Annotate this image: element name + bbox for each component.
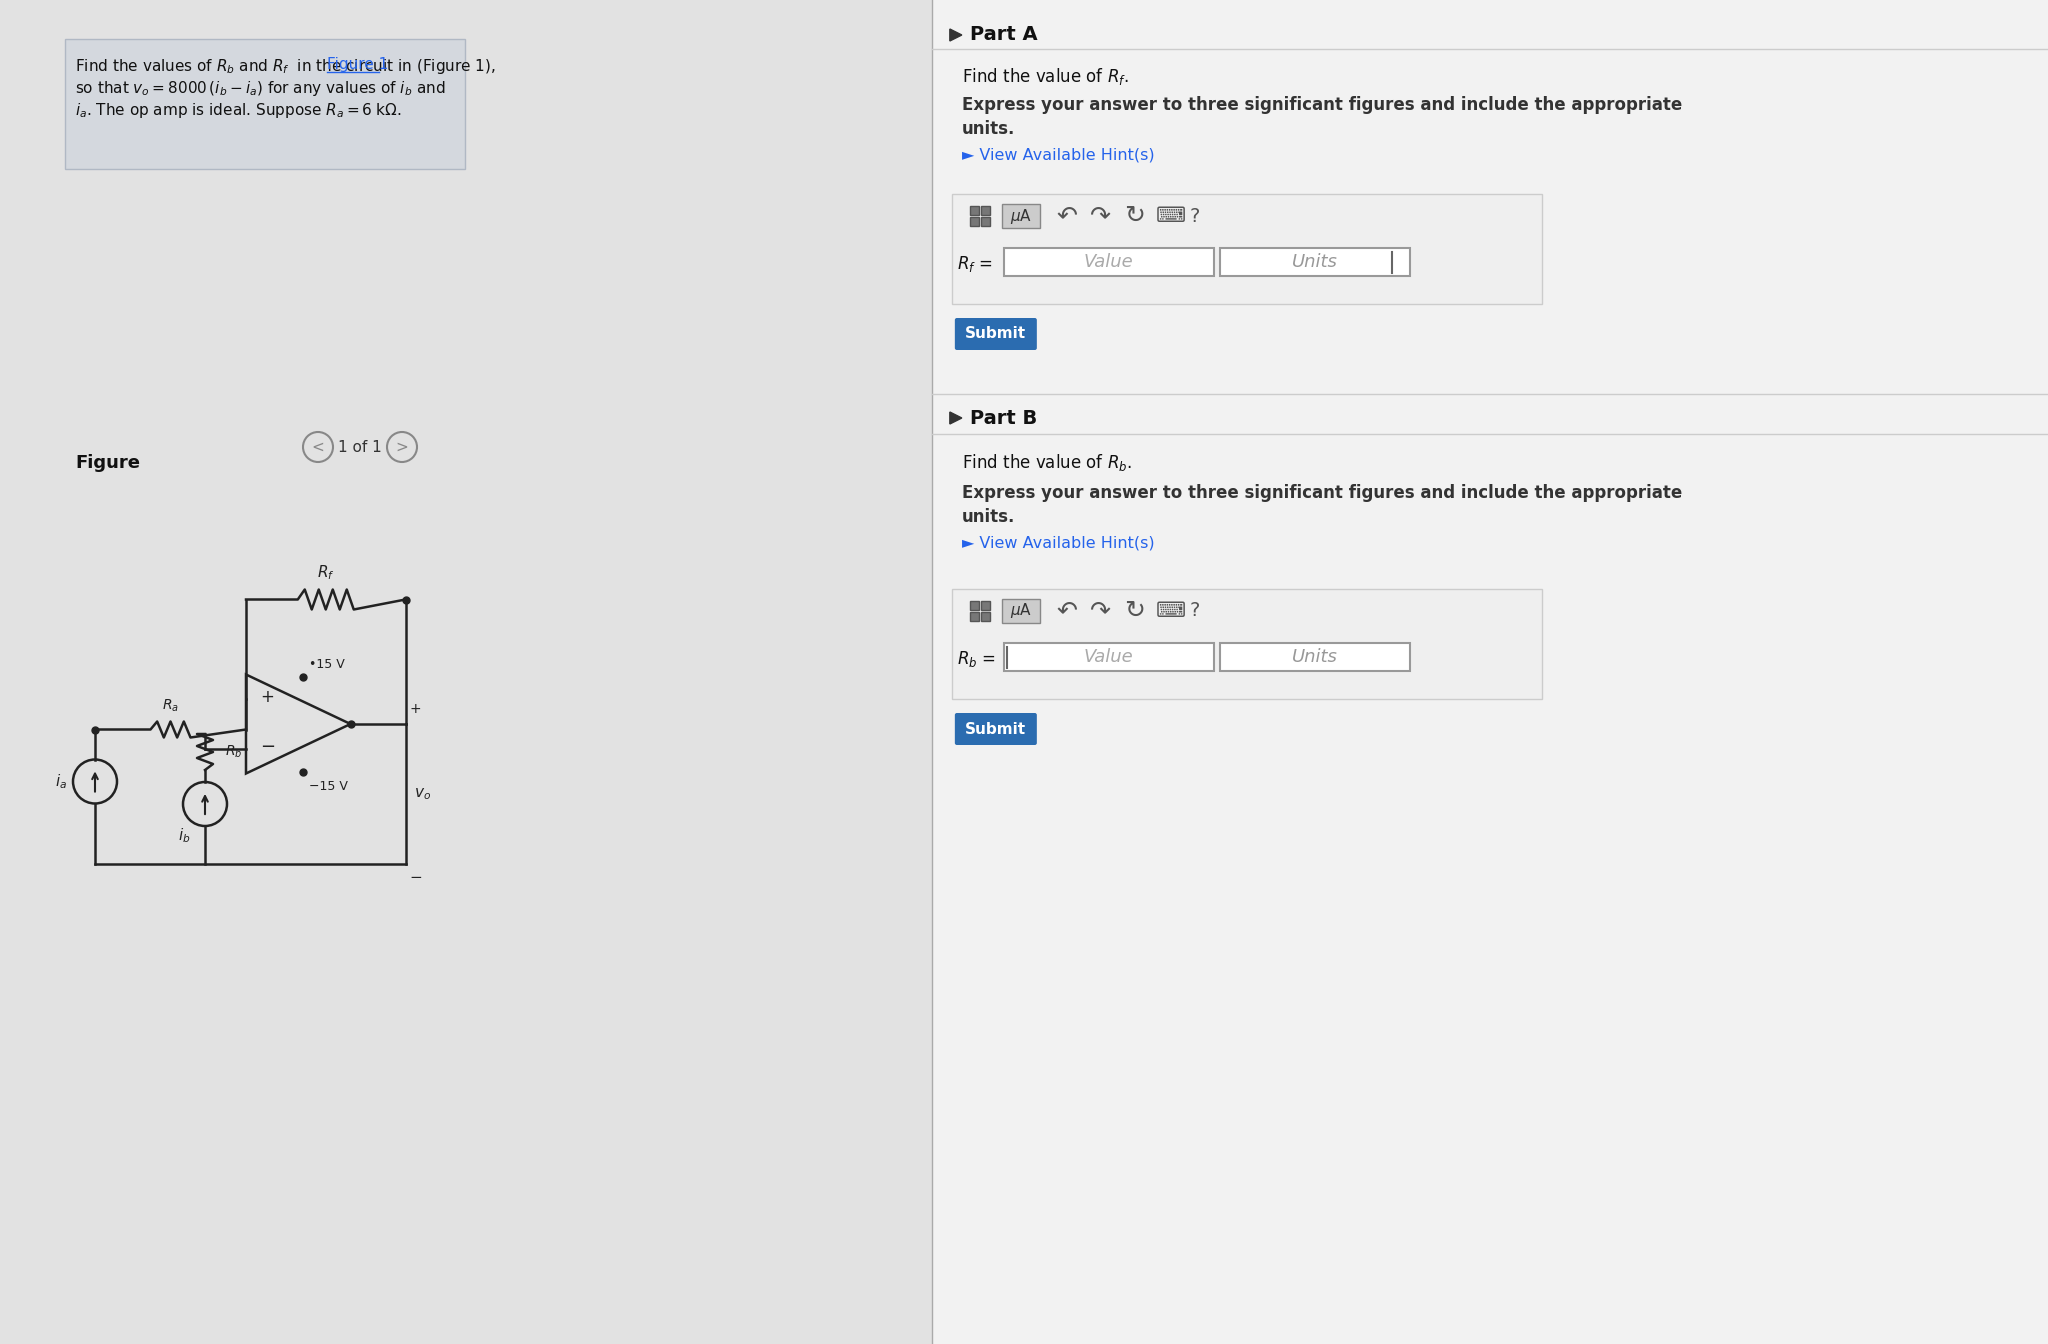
Text: ↻: ↻: [1124, 599, 1145, 624]
Text: $R_a$: $R_a$: [162, 698, 178, 714]
Text: ↷: ↷: [1090, 204, 1110, 228]
FancyBboxPatch shape: [971, 612, 979, 621]
FancyBboxPatch shape: [1221, 642, 1409, 671]
Text: Value: Value: [1083, 648, 1135, 667]
Text: ⌨: ⌨: [1155, 206, 1186, 226]
FancyBboxPatch shape: [981, 206, 989, 215]
Text: <: <: [311, 439, 324, 454]
FancyBboxPatch shape: [954, 319, 1036, 349]
Text: −15 V: −15 V: [309, 780, 348, 793]
Text: ↶: ↶: [1057, 204, 1077, 228]
Text: +: +: [410, 702, 422, 716]
Text: Find the value of $R_b$.: Find the value of $R_b$.: [963, 452, 1133, 473]
Text: $i_b$: $i_b$: [178, 827, 190, 845]
Text: Part A: Part A: [971, 26, 1038, 44]
Text: Express your answer to three significant figures and include the appropriate: Express your answer to three significant…: [963, 95, 1681, 114]
Text: Submit: Submit: [965, 327, 1026, 341]
Text: $i_a$: $i_a$: [55, 773, 68, 790]
Text: ?: ?: [1190, 602, 1200, 621]
Text: +: +: [260, 688, 274, 706]
Text: •15 V: •15 V: [309, 657, 344, 671]
FancyBboxPatch shape: [971, 206, 979, 215]
Text: Units: Units: [1292, 253, 1337, 271]
Text: ⌨: ⌨: [1155, 601, 1186, 621]
Text: −: −: [410, 870, 422, 884]
FancyBboxPatch shape: [1221, 249, 1409, 276]
FancyBboxPatch shape: [981, 612, 989, 621]
Text: units.: units.: [963, 120, 1016, 138]
Text: $\mu$A: $\mu$A: [1010, 602, 1032, 621]
Text: ↷: ↷: [1090, 599, 1110, 624]
Text: Units: Units: [1292, 648, 1337, 667]
Text: Find the value of $R_f$.: Find the value of $R_f$.: [963, 66, 1128, 87]
Polygon shape: [950, 413, 963, 423]
Text: ↶: ↶: [1057, 599, 1077, 624]
Text: $R_f$: $R_f$: [317, 563, 334, 582]
FancyBboxPatch shape: [971, 216, 979, 226]
Text: units.: units.: [963, 508, 1016, 526]
Text: $\mu$A: $\mu$A: [1010, 207, 1032, 226]
Text: $v_o$: $v_o$: [414, 786, 430, 802]
Text: $i_a$. The op amp is ideal. Suppose $R_a = 6\;\mathrm{k}\Omega$.: $i_a$. The op amp is ideal. Suppose $R_a…: [76, 101, 401, 120]
Text: >: >: [395, 439, 408, 454]
Text: ↻: ↻: [1124, 204, 1145, 228]
FancyBboxPatch shape: [971, 601, 979, 610]
Text: ► View Available Hint(s): ► View Available Hint(s): [963, 536, 1155, 551]
Text: −: −: [260, 738, 274, 757]
FancyBboxPatch shape: [1004, 249, 1214, 276]
Text: Value: Value: [1083, 253, 1135, 271]
FancyBboxPatch shape: [66, 39, 465, 169]
Text: $R_b$ =: $R_b$ =: [956, 649, 995, 669]
Text: Submit: Submit: [965, 722, 1026, 737]
FancyBboxPatch shape: [952, 194, 1542, 304]
Text: Find the values of $R_b$ and $R_f$  in the circuit in (Figure 1),: Find the values of $R_b$ and $R_f$ in th…: [76, 56, 496, 77]
Text: $R_b$: $R_b$: [225, 743, 242, 761]
Text: Figure 1: Figure 1: [328, 56, 389, 73]
FancyBboxPatch shape: [1001, 204, 1040, 228]
Text: Figure: Figure: [76, 454, 139, 472]
FancyBboxPatch shape: [0, 0, 932, 1344]
Text: ► View Available Hint(s): ► View Available Hint(s): [963, 148, 1155, 163]
FancyBboxPatch shape: [981, 216, 989, 226]
Text: Part B: Part B: [971, 409, 1036, 427]
Text: $R_f$ =: $R_f$ =: [956, 254, 993, 274]
Text: 1 of 1: 1 of 1: [338, 439, 381, 454]
Text: so that $v_o = 8000\,(i_b - i_a)$ for any values of $i_b$ and: so that $v_o = 8000\,(i_b - i_a)$ for an…: [76, 79, 446, 98]
FancyBboxPatch shape: [932, 0, 2048, 1344]
FancyBboxPatch shape: [1001, 599, 1040, 624]
FancyBboxPatch shape: [954, 714, 1036, 745]
Polygon shape: [950, 30, 963, 42]
FancyBboxPatch shape: [981, 601, 989, 610]
Text: ?: ?: [1190, 207, 1200, 226]
Text: Express your answer to three significant figures and include the appropriate: Express your answer to three significant…: [963, 484, 1681, 503]
FancyBboxPatch shape: [952, 589, 1542, 699]
FancyBboxPatch shape: [1004, 642, 1214, 671]
